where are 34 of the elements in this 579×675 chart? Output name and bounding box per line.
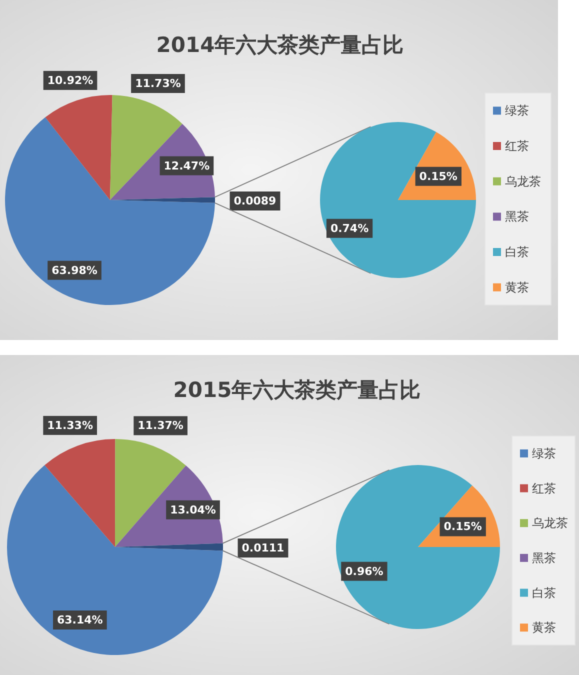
data-label: 0.15% [444,520,482,534]
legend-label: 黑茶 [505,210,529,224]
legend-label: 红茶 [505,139,529,153]
data-label: 12.47% [164,159,210,172]
legend-label: 红茶 [532,481,556,496]
pie-slice [45,95,112,200]
legend-label: 黑茶 [532,550,556,565]
data-label: 11.73% [135,76,181,90]
data-label: 0.74% [330,222,369,235]
legend-label: 绿茶 [505,104,529,118]
legend-label: 乌龙茶 [505,174,541,188]
pie-slice [336,465,500,629]
legend-label: 白茶 [505,245,529,259]
legend-label: 白茶 [532,586,556,600]
legend-label: 乌龙茶 [532,516,568,530]
text: 0.0111 [242,542,284,554]
pie-slice [44,439,116,547]
data-label: 11.33% [47,418,93,432]
data-label: 63.98% [52,264,98,277]
data-label: 13.04% [170,503,216,516]
chart-title: 2015年六大茶类产量占比 [173,378,421,402]
pie-slice [7,465,223,655]
legend-label: 黄茶 [532,620,556,635]
legend-label: 黄茶 [505,280,529,294]
pie-slice [5,117,215,305]
data-label: 11.37% [138,419,184,432]
data-label: 0.15% [419,170,458,183]
text: 0.0089 [234,194,276,208]
legend-label: 绿茶 [532,446,556,460]
data-label: 63.14% [57,614,103,627]
data-label: 10.92% [47,74,94,87]
pie-slice [320,122,476,278]
data-label: 0.96% [345,564,384,578]
chart-title: 2014年六大茶类产量占比 [156,33,404,57]
